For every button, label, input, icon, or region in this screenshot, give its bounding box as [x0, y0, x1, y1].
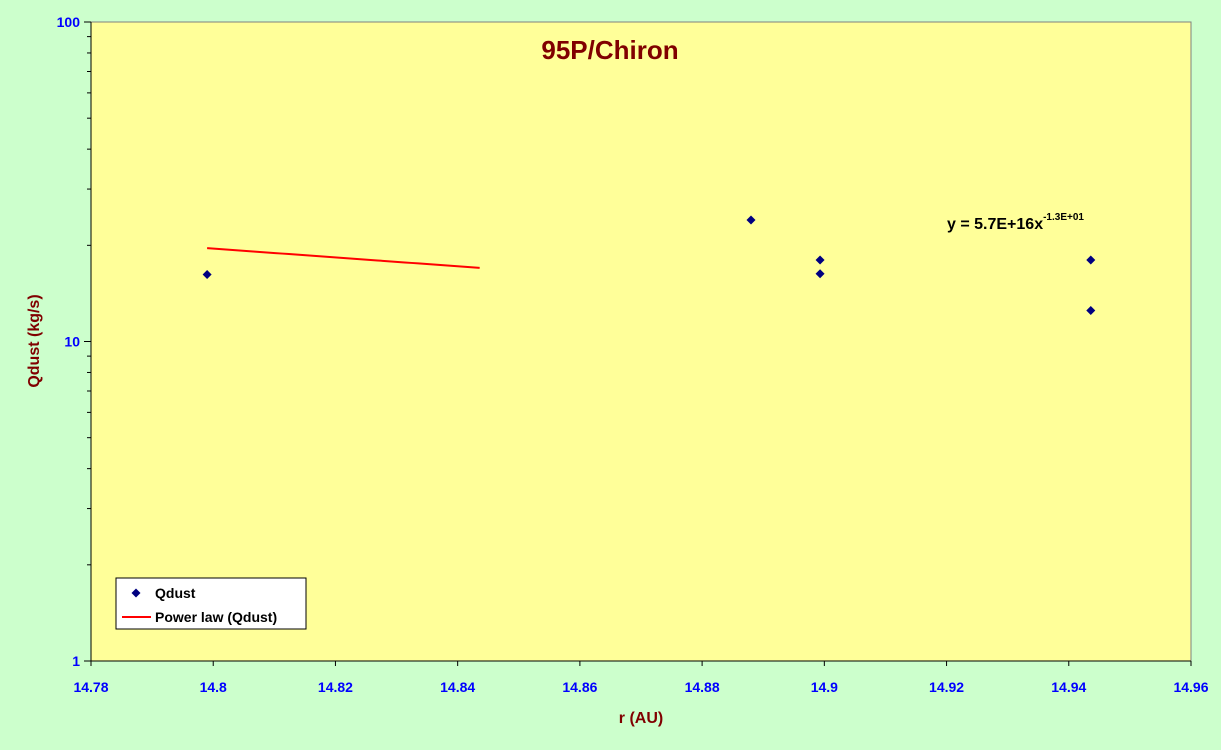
x-tick-label: 14.9 [811, 679, 838, 695]
legend-marker-qdust [131, 588, 141, 598]
x-tick-label: 14.92 [929, 679, 964, 695]
y-tick-label: 1 [72, 653, 80, 669]
x-tick-label: 14.86 [562, 679, 597, 695]
chart-title: 95P/Chiron [541, 35, 678, 65]
data-point-qdust [815, 269, 825, 279]
x-tick-label: 14.8 [200, 679, 227, 695]
legend-label-power-law: Power law (Qdust) [155, 609, 277, 625]
legend-box [115, 577, 307, 630]
x-tick-label: 14.78 [73, 679, 108, 695]
equation-text: y = 5.7E+16x [947, 216, 1043, 233]
x-tick-label: 14.88 [685, 679, 720, 695]
x-tick-label: 14.96 [1173, 679, 1208, 695]
data-point-qdust [1086, 306, 1096, 316]
legend: Qdust Power law (Qdust) [115, 577, 307, 630]
y-tick-label: 100 [57, 14, 81, 30]
plot-area [90, 21, 1192, 662]
legend-label-qdust: Qdust [155, 585, 196, 601]
series-layer [202, 215, 1096, 316]
x-tick-label: 14.84 [440, 679, 475, 695]
x-axis-title: r (AU) [619, 710, 663, 727]
data-point-qdust [1086, 255, 1096, 265]
equation-exponent: -1.3E+01 [1043, 212, 1084, 223]
data-point-qdust [815, 255, 825, 265]
y-axis-title: Qdust (kg/s) [26, 294, 43, 387]
trendline-equation: y = 5.7E+16x-1.3E+01 [947, 212, 1084, 233]
y-tick-labels: 1 10 100 [57, 14, 91, 669]
x-tick-label: 14.94 [1051, 679, 1086, 695]
trendline-power-law [207, 247, 480, 269]
y-tick-label: 10 [64, 334, 80, 350]
x-tick-labels: 14.78 14.8 14.82 14.84 14.86 14.88 14.9 14.92 14… [73, 661, 1209, 695]
data-point-qdust [202, 270, 212, 280]
data-point-qdust [746, 215, 756, 225]
x-tick-label: 14.82 [318, 679, 353, 695]
